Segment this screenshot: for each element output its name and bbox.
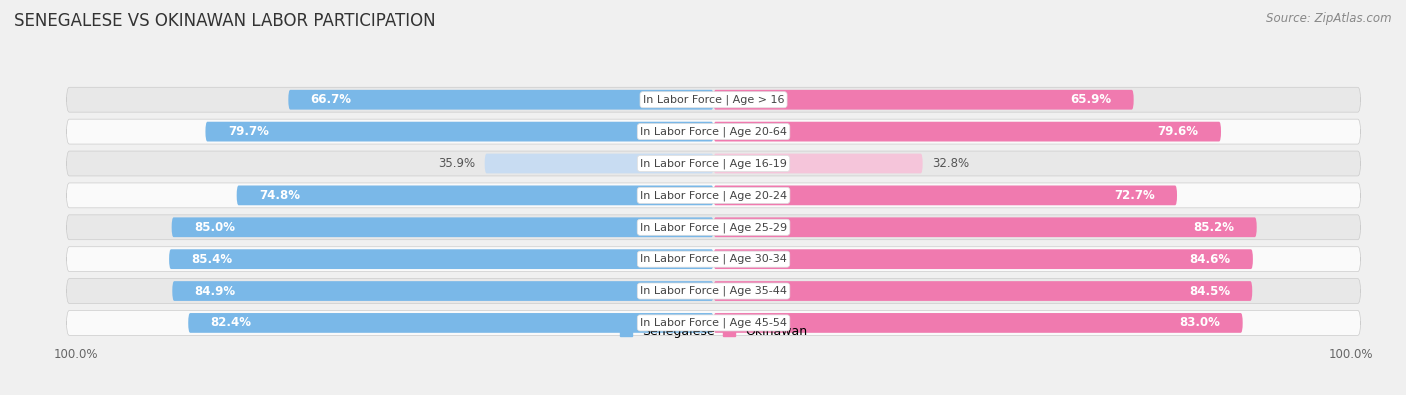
Text: 83.0%: 83.0% [1180, 316, 1220, 329]
FancyBboxPatch shape [485, 154, 713, 173]
Text: 32.8%: 32.8% [932, 157, 969, 170]
FancyBboxPatch shape [713, 249, 1253, 269]
FancyBboxPatch shape [713, 186, 1177, 205]
Text: 35.9%: 35.9% [439, 157, 475, 170]
Text: 84.6%: 84.6% [1189, 253, 1230, 266]
FancyBboxPatch shape [205, 122, 713, 141]
Text: 85.2%: 85.2% [1194, 221, 1234, 234]
FancyBboxPatch shape [288, 90, 713, 109]
FancyBboxPatch shape [66, 151, 1361, 176]
Text: In Labor Force | Age 35-44: In Labor Force | Age 35-44 [640, 286, 787, 296]
Text: 72.7%: 72.7% [1114, 189, 1154, 202]
FancyBboxPatch shape [66, 119, 1361, 144]
Text: SENEGALESE VS OKINAWAN LABOR PARTICIPATION: SENEGALESE VS OKINAWAN LABOR PARTICIPATI… [14, 12, 436, 30]
Text: 66.7%: 66.7% [311, 93, 352, 106]
Text: 84.9%: 84.9% [194, 284, 236, 297]
Text: In Labor Force | Age 45-54: In Labor Force | Age 45-54 [640, 318, 787, 328]
FancyBboxPatch shape [66, 278, 1361, 303]
Text: In Labor Force | Age > 16: In Labor Force | Age > 16 [643, 94, 785, 105]
Text: In Labor Force | Age 16-19: In Labor Force | Age 16-19 [640, 158, 787, 169]
Text: In Labor Force | Age 25-29: In Labor Force | Age 25-29 [640, 222, 787, 233]
FancyBboxPatch shape [66, 247, 1361, 272]
Text: 85.0%: 85.0% [194, 221, 235, 234]
Text: 82.4%: 82.4% [211, 316, 252, 329]
Text: 79.7%: 79.7% [228, 125, 269, 138]
FancyBboxPatch shape [713, 217, 1257, 237]
FancyBboxPatch shape [169, 249, 713, 269]
Text: 74.8%: 74.8% [259, 189, 299, 202]
Text: In Labor Force | Age 20-24: In Labor Force | Age 20-24 [640, 190, 787, 201]
Legend: Senegalese, Okinawan: Senegalese, Okinawan [614, 320, 813, 343]
FancyBboxPatch shape [188, 313, 713, 333]
Text: 84.5%: 84.5% [1189, 284, 1230, 297]
FancyBboxPatch shape [172, 217, 713, 237]
Text: 79.6%: 79.6% [1157, 125, 1199, 138]
FancyBboxPatch shape [713, 122, 1220, 141]
Text: In Labor Force | Age 30-34: In Labor Force | Age 30-34 [640, 254, 787, 264]
FancyBboxPatch shape [173, 281, 713, 301]
Text: Source: ZipAtlas.com: Source: ZipAtlas.com [1267, 12, 1392, 25]
FancyBboxPatch shape [713, 313, 1243, 333]
Text: 85.4%: 85.4% [191, 253, 232, 266]
FancyBboxPatch shape [713, 90, 1133, 109]
Text: In Labor Force | Age 20-64: In Labor Force | Age 20-64 [640, 126, 787, 137]
Text: 65.9%: 65.9% [1070, 93, 1111, 106]
FancyBboxPatch shape [66, 310, 1361, 335]
FancyBboxPatch shape [713, 154, 922, 173]
FancyBboxPatch shape [66, 87, 1361, 112]
FancyBboxPatch shape [66, 183, 1361, 208]
FancyBboxPatch shape [236, 186, 713, 205]
FancyBboxPatch shape [713, 281, 1253, 301]
FancyBboxPatch shape [66, 215, 1361, 240]
